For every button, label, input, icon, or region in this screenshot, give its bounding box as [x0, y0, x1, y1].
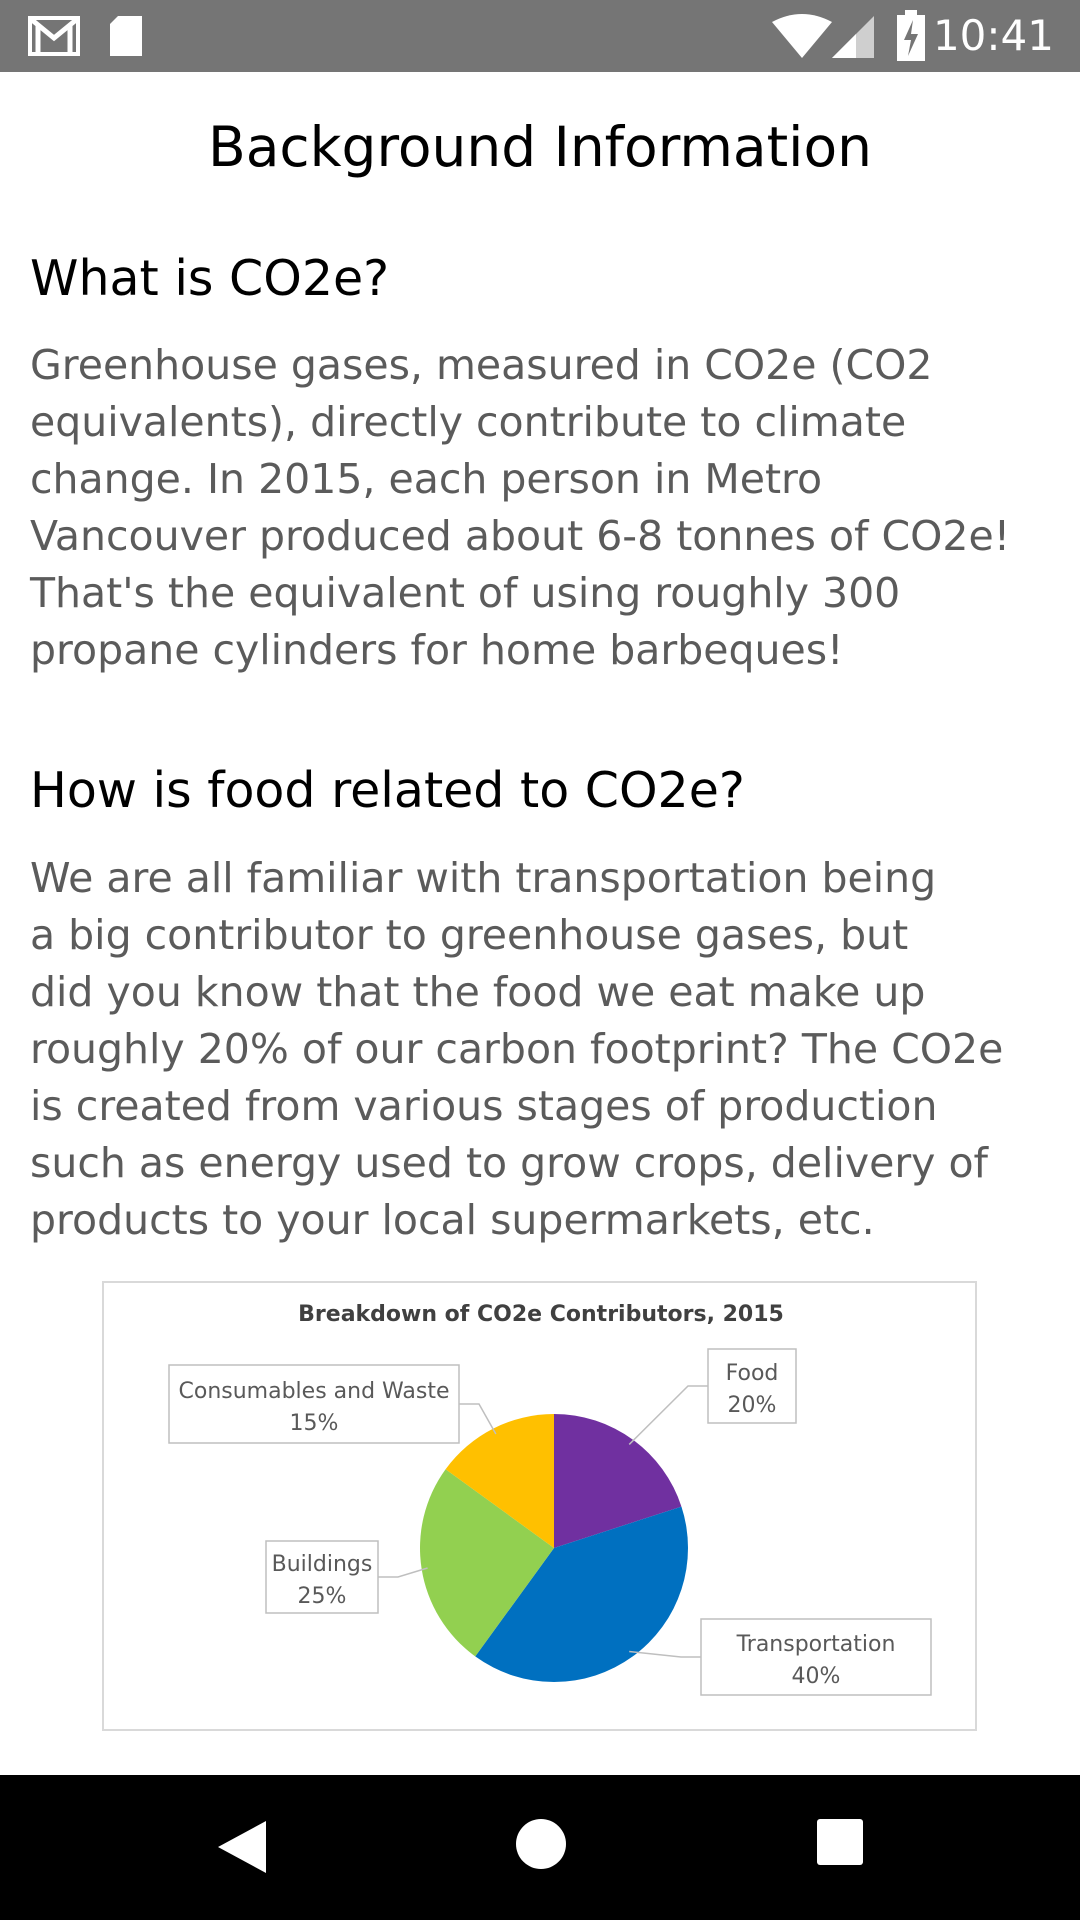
battery-charging-icon: [897, 10, 925, 61]
home-icon[interactable]: [514, 1817, 568, 1871]
status-time: 10:41: [932, 11, 1054, 60]
data-label-name: Buildings: [272, 1552, 373, 1577]
chart-title: Breakdown of CO2e Contributors, 2015: [298, 1302, 784, 1327]
pie-slice-consumables-and-waste: [445, 1414, 554, 1548]
page-title: Background Information: [208, 115, 872, 179]
data-label-name: Transportation: [736, 1632, 896, 1657]
pie-chart-svg: Breakdown of CO2e Contributors, 2015 Foo…: [168, 1302, 932, 1696]
section-body-co2e: Greenhouse gases, measured in CO2e (CO2 …: [30, 341, 1011, 674]
data-label-box: [168, 1364, 460, 1444]
leader-line: [628, 1385, 708, 1445]
data-label-value: 40%: [792, 1664, 841, 1689]
data-label-box: [707, 1348, 797, 1424]
content-area[interactable]: Background Information What is CO2e? Gre…: [0, 72, 1080, 1775]
wifi-icon: [772, 14, 832, 58]
data-label-box: [700, 1618, 932, 1696]
data-label-box: [265, 1540, 379, 1614]
signal-icon: [832, 16, 874, 58]
back-icon[interactable]: [214, 1817, 270, 1877]
data-label-value: 20%: [728, 1393, 777, 1418]
sd-card-icon: [110, 16, 142, 56]
gmail-icon: [28, 16, 80, 56]
section-heading-food: How is food related to CO2e?: [30, 762, 745, 819]
section-heading-co2e: What is CO2e?: [30, 250, 390, 307]
data-label-name: Consumables and Waste: [179, 1379, 450, 1404]
status-bar: 10:41: [0, 0, 1080, 72]
pie-slice-food: [554, 1414, 682, 1548]
data-label-name: Food: [726, 1361, 779, 1386]
leader-line: [629, 1650, 701, 1658]
recents-icon[interactable]: [815, 1817, 865, 1867]
section-body-food: We are all familiar with transportation …: [30, 854, 1004, 1244]
co2e-pie-chart: Breakdown of CO2e Contributors, 2015 Foo…: [102, 1281, 977, 1731]
data-label-value: 15%: [290, 1411, 339, 1436]
pie-slice-transportation: [475, 1506, 688, 1682]
leader-line: [378, 1567, 428, 1578]
navigation-bar: [0, 1775, 1080, 1920]
pie-slice-buildings: [420, 1469, 554, 1657]
data-label-value: 25%: [298, 1584, 347, 1609]
leader-line: [459, 1403, 497, 1435]
